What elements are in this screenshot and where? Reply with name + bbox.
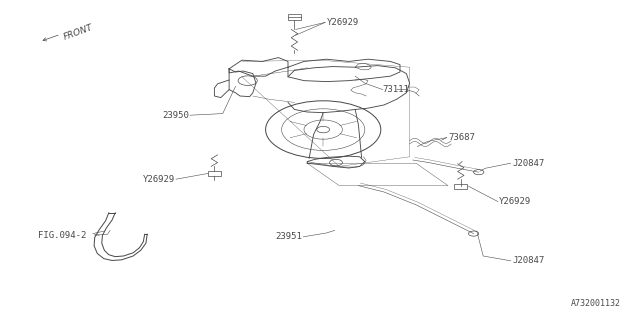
Text: FRONT: FRONT: [62, 22, 94, 42]
FancyBboxPatch shape: [208, 171, 221, 176]
Text: Y26929: Y26929: [143, 175, 175, 184]
Text: A732001132: A732001132: [571, 299, 621, 308]
Text: J20847: J20847: [512, 159, 544, 168]
FancyBboxPatch shape: [288, 14, 301, 20]
Text: Y26929: Y26929: [499, 197, 531, 206]
FancyBboxPatch shape: [454, 184, 467, 189]
Text: Y26929: Y26929: [326, 18, 358, 27]
Text: 73111: 73111: [383, 85, 410, 94]
Text: 23951: 23951: [275, 232, 302, 241]
Text: J20847: J20847: [512, 256, 544, 265]
Text: 23950: 23950: [162, 111, 189, 120]
Text: 73687: 73687: [448, 133, 475, 142]
Text: FIG.094-2: FIG.094-2: [38, 231, 87, 240]
Circle shape: [317, 126, 330, 133]
